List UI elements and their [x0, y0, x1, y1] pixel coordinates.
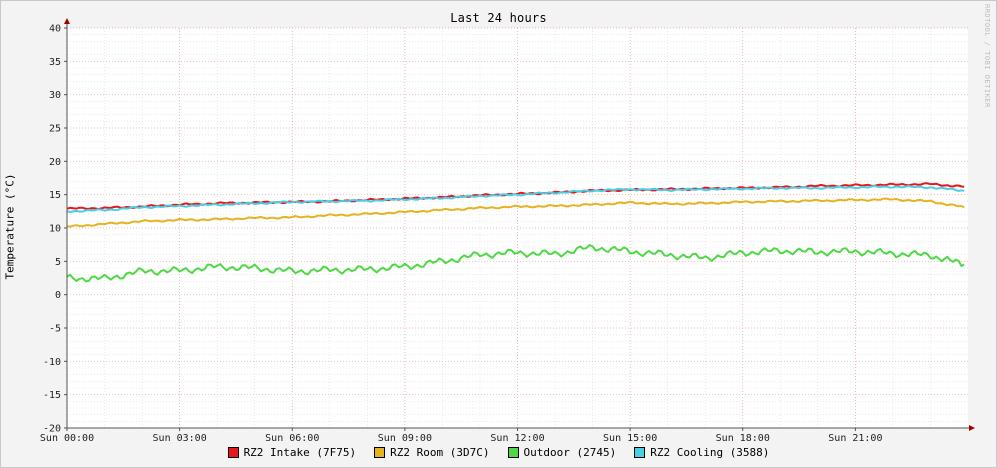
series-line	[66, 184, 965, 213]
y-tick-label: -20	[43, 424, 61, 435]
series-line	[66, 244, 965, 283]
x-tick-label: Sun 03:00	[153, 433, 207, 444]
y-tick-label: 10	[49, 224, 61, 235]
legend-swatch	[227, 447, 239, 458]
y-tick-label: -5	[49, 324, 61, 335]
y-tick-label: 5	[55, 257, 61, 268]
legend-item: RZ2 Intake (7F75)	[227, 446, 357, 459]
series-line	[66, 197, 965, 228]
legend-item: RZ2 Room (3D7C)	[374, 446, 490, 459]
legend-swatch	[374, 447, 386, 458]
y-tick-label: 35	[49, 57, 61, 68]
x-tick-label: Sun 00:00	[40, 433, 94, 444]
legend-swatch	[507, 447, 519, 458]
x-tick-label: Sun 12:00	[490, 433, 544, 444]
chart-title: Last 24 hours	[450, 11, 547, 25]
y-tick-label: 15	[49, 190, 61, 201]
y-tick-label: 30	[49, 90, 61, 101]
x-tick-labels: Sun 00:00 Sun 03:00 Sun 06:00 Sun 09:00 Sun …	[40, 433, 883, 444]
legend: RZ2 Intake (7F75) RZ2 Room (3D7C) Outdoor …	[0, 446, 997, 459]
x-axis-arrow	[969, 425, 975, 431]
y-tick-label: 25	[49, 124, 61, 135]
legend-swatch	[634, 447, 646, 458]
chart-watermark: RRDTOOL / TOBI OETIKER	[983, 4, 991, 108]
x-tick-label: Sun 06:00	[265, 433, 319, 444]
y-tick-label: -15	[43, 390, 61, 401]
y-tick-label: 20	[49, 157, 61, 168]
legend-item: RZ2 Cooling (3588)	[634, 446, 769, 459]
axes	[64, 18, 975, 431]
series-layer	[66, 182, 965, 283]
y-tick-label: -10	[43, 357, 61, 368]
legend-label: RZ2 Room (3D7C)	[390, 446, 490, 459]
y-tick-labels: 40 35 30 25 20 15 10 5 0 -5 -10 -15 -20	[43, 24, 61, 435]
x-tick-label: Sun 15:00	[603, 433, 657, 444]
legend-label: Outdoor (2745)	[523, 446, 617, 459]
y-tick-label: 0	[55, 290, 61, 301]
x-tick-label: Sun 21:00	[828, 433, 882, 444]
y-axis-arrow	[64, 18, 70, 24]
x-tick-label: Sun 09:00	[378, 433, 432, 444]
legend-label: RZ2 Cooling (3588)	[650, 446, 770, 459]
legend-item: Outdoor (2745)	[507, 446, 617, 459]
legend-label: RZ2 Intake (7F75)	[243, 446, 357, 459]
y-tick-label: 40	[49, 24, 61, 35]
x-tick-label: Sun 18:00	[716, 433, 770, 444]
